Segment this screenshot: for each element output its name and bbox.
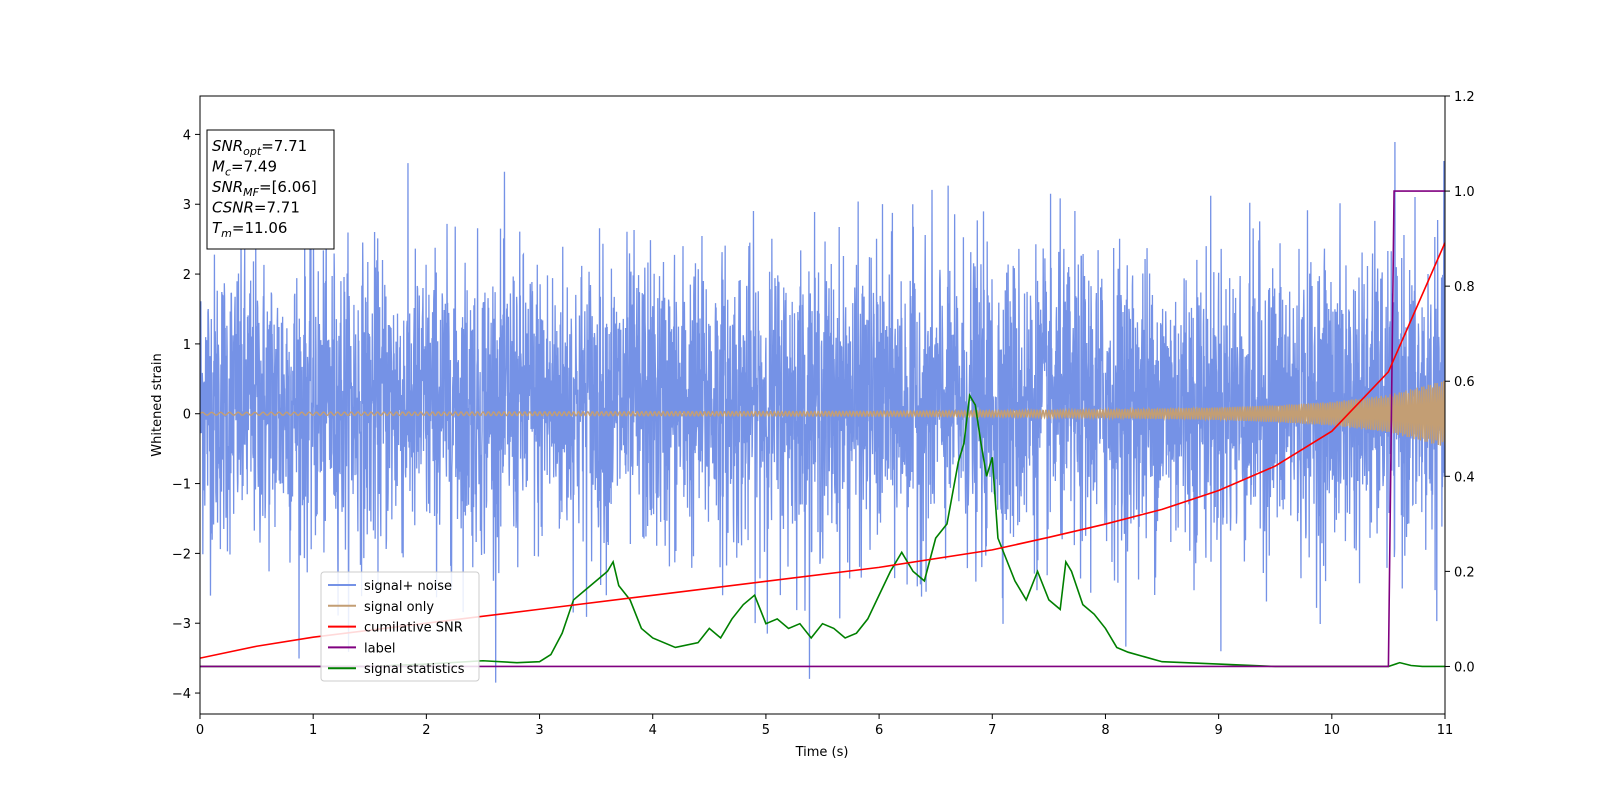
annotation-line: CSNR=7.71 (212, 199, 300, 217)
x-tick-label: 9 (1214, 723, 1222, 738)
y-axis-label: Whitened strain (150, 353, 165, 456)
y-axis-left: −4 −3 −2 −1 0 1 2 3 4 (172, 128, 200, 702)
y-tick-label-left: −2 (172, 547, 191, 562)
y-tick-label-right: 0.8 (1454, 280, 1475, 295)
x-tick-label: 8 (1101, 723, 1109, 738)
x-tick-label: 1 (309, 723, 317, 738)
legend-entry: signal+ noise (364, 579, 452, 594)
x-tick-label: 7 (988, 723, 996, 738)
y-tick-label-left: −4 (172, 687, 191, 702)
series-label (200, 190, 1445, 668)
y-axis-right: 0.0 0.2 0.4 0.6 0.8 1.0 1.2 (1445, 90, 1475, 675)
x-tick-label: 10 (1324, 723, 1341, 738)
plot-frame (199, 95, 1446, 715)
series-signal-statistics (200, 393, 1445, 668)
y-tick-label-right: 0.4 (1454, 470, 1475, 485)
x-tick-label: 0 (196, 723, 204, 738)
x-tick-label: 2 (422, 723, 430, 738)
y-tick-label-left: 4 (183, 128, 191, 143)
annotation-line: Mc=7.49 (212, 158, 277, 179)
y-tick-label-left: −3 (172, 617, 191, 632)
x-tick-label: 6 (875, 723, 883, 738)
y-tick-label-left: 3 (183, 198, 191, 213)
y-tick-label-left: 1 (183, 338, 191, 353)
y-tick-label-right: 1.2 (1454, 90, 1475, 105)
x-axis-label: Time (s) (795, 745, 849, 760)
legend-entry: label (364, 641, 395, 656)
annotation-line: Tm=11.06 (212, 219, 287, 240)
x-tick-label: 5 (762, 723, 770, 738)
x-axis: 0 1 2 3 4 5 6 7 8 9 10 11 (196, 714, 1453, 738)
y-tick-label-right: 0.2 (1454, 565, 1475, 580)
legend: signal+ noise signal only cumilative SNR la… (320, 571, 480, 682)
y-tick-label-right: 0.6 (1454, 375, 1475, 390)
legend-entry: cumilative SNR (364, 621, 463, 636)
y-tick-label-right: 0.0 (1454, 660, 1475, 675)
x-tick-label: 3 (535, 723, 543, 738)
annotation-line: SNRopt=7.71 (212, 137, 307, 158)
y-tick-label-right: 1.0 (1454, 185, 1475, 200)
y-tick-label-left: −1 (172, 478, 191, 493)
legend-frame (320, 571, 480, 682)
y-tick-label-left: 2 (183, 268, 191, 283)
series-layer (200, 190, 1445, 668)
series-signal-only (200, 380, 1445, 446)
series-signal-noise (200, 141, 1445, 683)
y-tick-label-left: 0 (183, 408, 191, 423)
signal-noise-layer (200, 141, 1445, 683)
x-tick-label: 4 (649, 723, 657, 738)
annotation-frame (206, 129, 335, 250)
legend-entry: signal statistics (364, 662, 465, 677)
annotation-line: SNRMF=[6.06] (212, 178, 317, 199)
legend-entry: signal only (364, 600, 434, 615)
x-tick-label: 11 (1437, 723, 1454, 738)
